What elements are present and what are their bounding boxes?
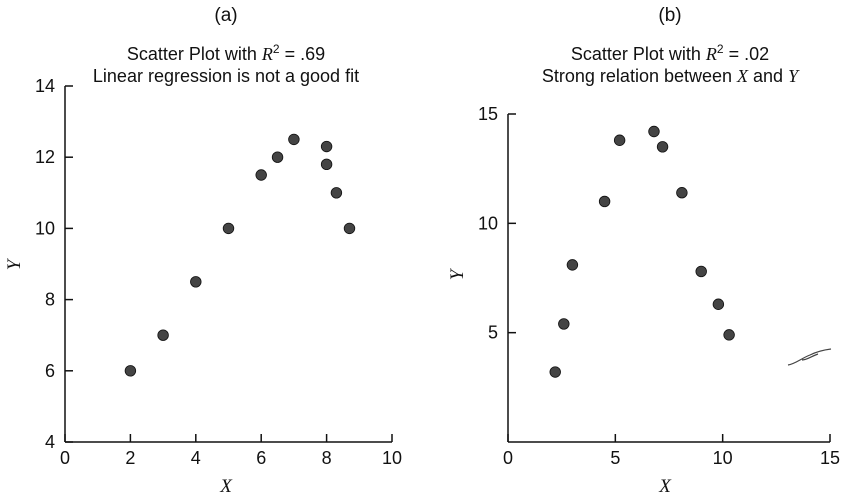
chart-title-r: R	[705, 44, 717, 64]
y-axis-label: Y	[4, 257, 25, 270]
data-point	[157, 329, 169, 341]
x-tick-label: 15	[820, 448, 840, 468]
data-point	[271, 151, 284, 163]
y-tick-label: 6	[45, 361, 55, 381]
data-point	[558, 318, 570, 330]
data-point	[676, 187, 688, 199]
chart-title-superscript: 2	[273, 42, 280, 56]
y-axis-label: Y	[447, 267, 468, 280]
x-tick-label: 0	[503, 448, 513, 468]
chart-title-r: R	[261, 44, 273, 64]
x-tick-label: 4	[191, 448, 201, 468]
data-point	[222, 222, 235, 235]
panel-label: (b)	[658, 5, 681, 26]
data-point	[648, 125, 660, 138]
x-tick-label: 5	[610, 448, 620, 468]
data-point	[343, 222, 356, 235]
x-axis-label: X	[658, 476, 672, 497]
data-point	[723, 329, 735, 341]
data-point	[598, 195, 611, 208]
y-tick-label: 8	[45, 290, 55, 310]
data-point	[695, 265, 707, 278]
chart-title-suffix: = .02	[724, 44, 770, 64]
data-point	[255, 169, 267, 181]
y-tick-label: 4	[45, 432, 55, 452]
y-tick-label: 12	[35, 147, 55, 167]
data-point	[330, 187, 343, 199]
panel-label: (a)	[214, 5, 237, 26]
data-point	[320, 140, 333, 153]
chart-subtitle-mid: and	[748, 66, 788, 86]
chart-subtitle: Linear regression is not a good fit	[93, 66, 359, 86]
chart-title-prefix: Scatter Plot with	[571, 44, 706, 64]
chart-title-suffix: = .69	[280, 44, 326, 64]
data-point	[190, 276, 202, 288]
data-point	[613, 134, 626, 146]
y-tick-label: 5	[488, 323, 498, 343]
x-tick-label: 6	[256, 448, 266, 468]
y-tick-label: 10	[35, 218, 55, 238]
scan-smudge	[787, 348, 832, 366]
chart-title: Scatter Plot with R2 = .02	[571, 42, 769, 64]
y-tick-label: 14	[35, 76, 55, 96]
x-tick-label: 2	[125, 448, 135, 468]
chart-title: Scatter Plot with R2 = .69	[127, 42, 325, 64]
data-point	[124, 365, 137, 377]
chart-subtitle-prefix: Strong relation between	[542, 66, 737, 86]
x-axis-label: X	[219, 476, 233, 497]
chart-title-superscript: 2	[717, 42, 724, 56]
data-point	[288, 133, 300, 146]
data-point	[566, 259, 579, 271]
chart-subtitle-y: Y	[788, 66, 800, 86]
data-point	[656, 141, 669, 153]
y-tick-label: 10	[478, 213, 498, 233]
x-tick-label: 10	[713, 448, 733, 468]
data-point	[320, 158, 333, 171]
x-tick-label: 8	[322, 448, 332, 468]
chart-subtitle: Strong relation between X and Y	[542, 66, 800, 86]
x-tick-label: 10	[382, 448, 402, 468]
data-point	[712, 298, 725, 310]
y-tick-label: 15	[478, 104, 498, 124]
chart-subtitle-x: X	[736, 66, 749, 86]
data-point	[549, 366, 561, 378]
x-tick-label: 0	[60, 448, 70, 468]
chart-title-prefix: Scatter Plot with	[127, 44, 262, 64]
